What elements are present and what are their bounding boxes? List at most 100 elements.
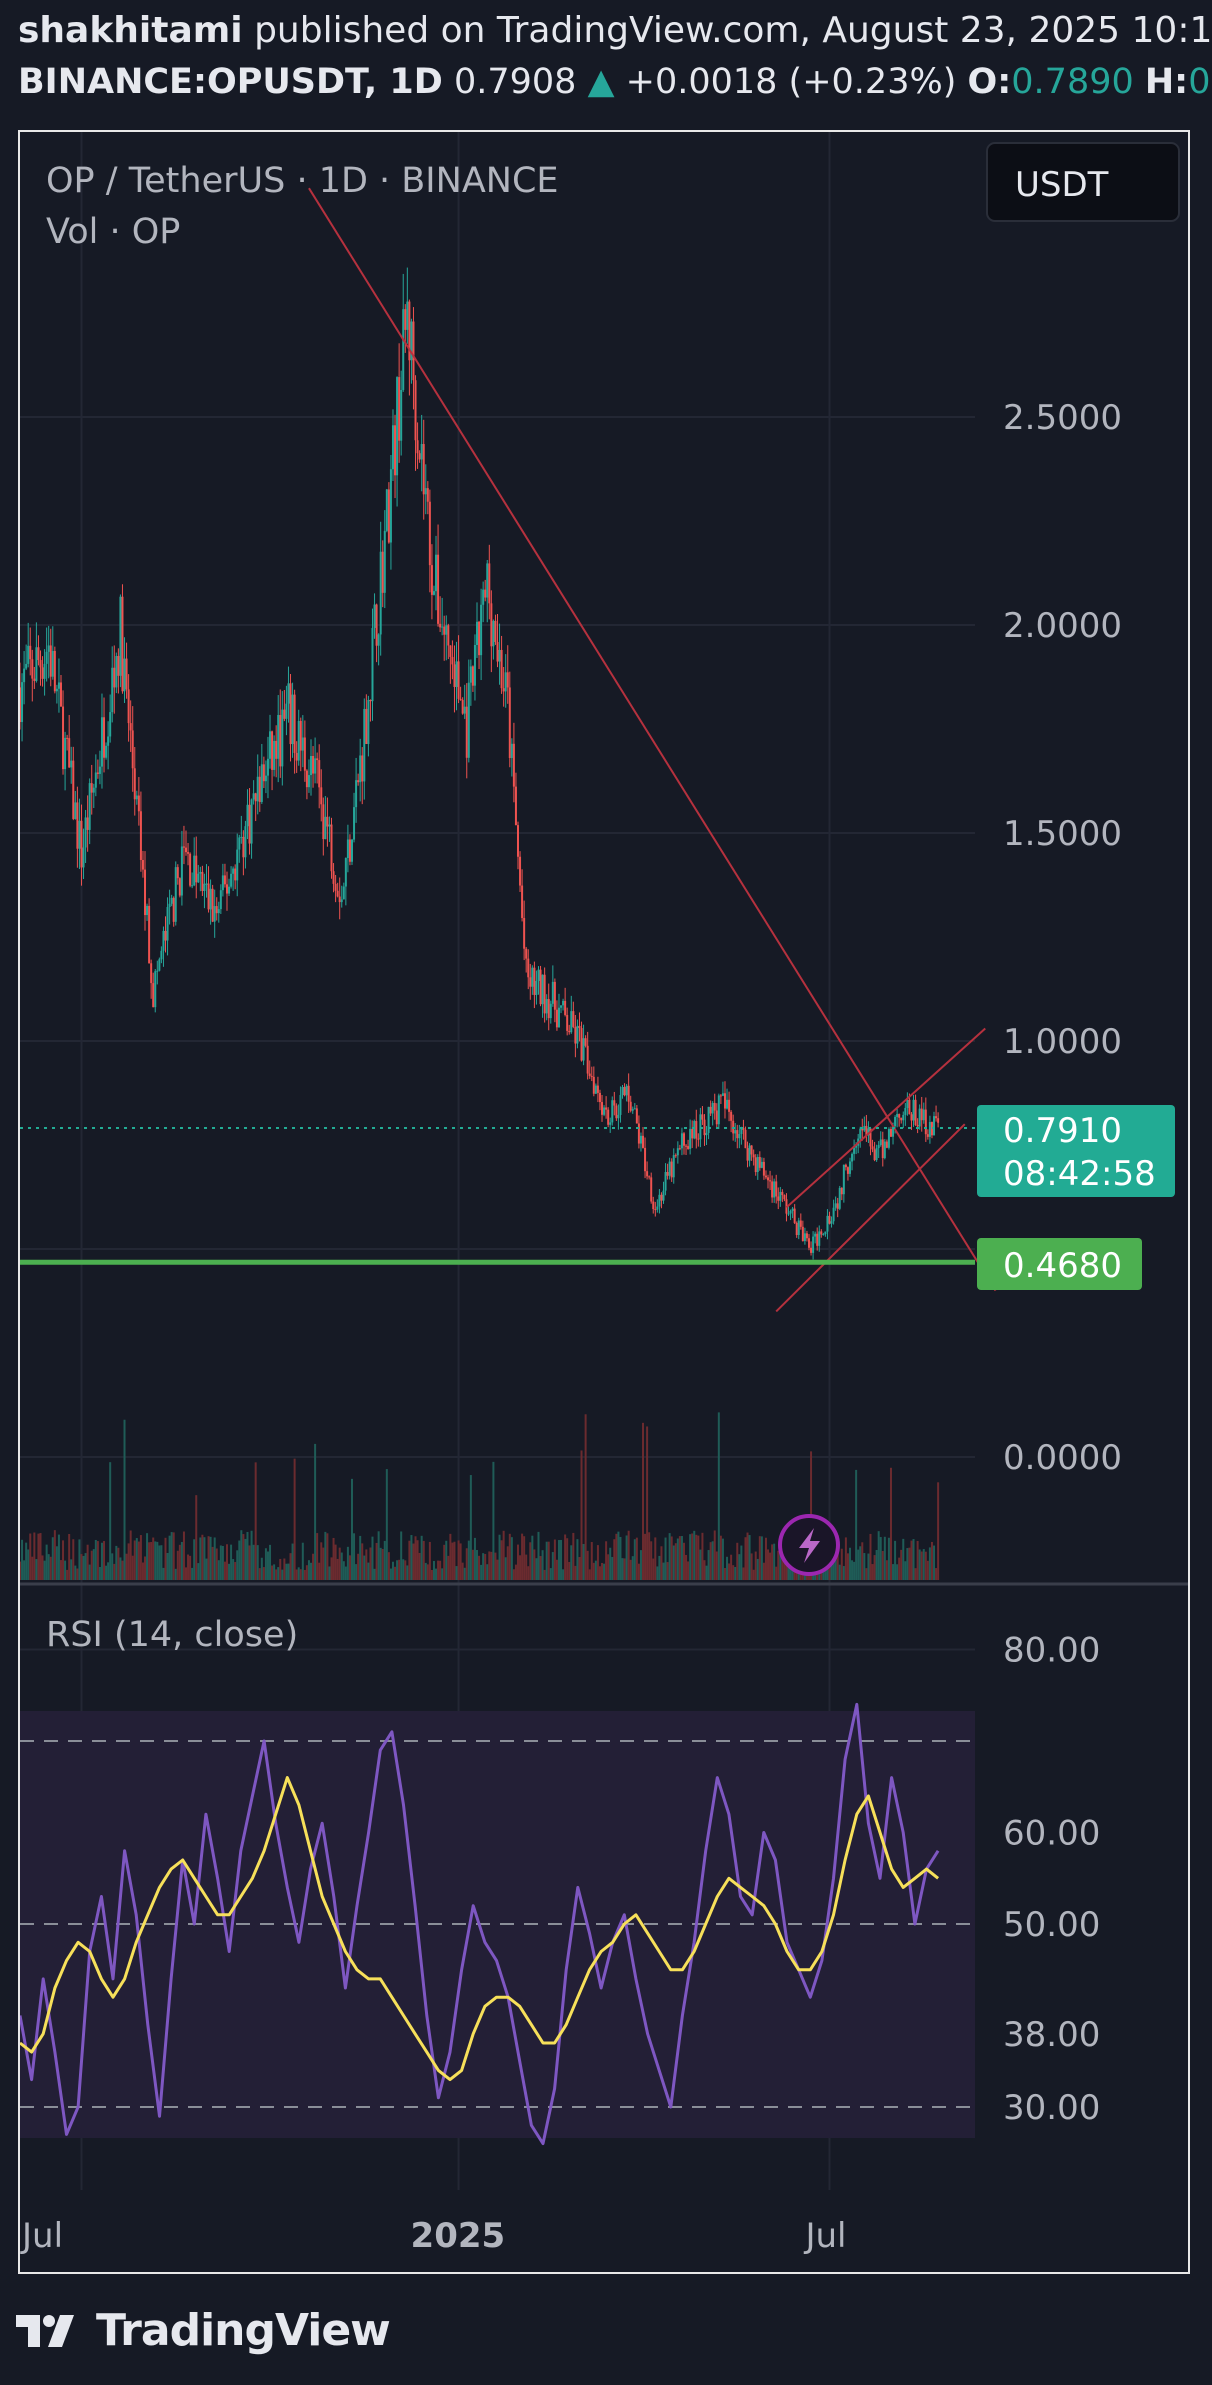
- candle-body: [449, 645, 452, 657]
- volume-bar: [307, 1560, 310, 1580]
- volume-bar: [656, 1566, 659, 1580]
- volume-bar: [326, 1533, 329, 1580]
- volume-bar: [113, 1563, 116, 1580]
- brand-name: TradingView: [96, 2305, 391, 2356]
- currency-button[interactable]: USDT: [986, 142, 1180, 222]
- volume-bar: [435, 1568, 438, 1580]
- volume-bar: [412, 1543, 415, 1580]
- volume-bar: [148, 1542, 151, 1580]
- candle-body: [764, 1175, 767, 1178]
- candle-body: [805, 1233, 808, 1239]
- candle-body: [166, 907, 169, 941]
- volume-bar: [672, 1545, 675, 1580]
- volume-bar: [467, 1540, 470, 1580]
- candle-body: [871, 1146, 874, 1150]
- candle-body: [685, 1145, 688, 1147]
- volume-bar: [250, 1530, 253, 1580]
- volume-bar: [55, 1546, 58, 1580]
- candle-body: [719, 1095, 722, 1097]
- candle-body: [533, 967, 536, 995]
- volume-bar: [726, 1556, 729, 1580]
- candle-body: [29, 645, 32, 660]
- candle-body: [182, 846, 185, 848]
- volume-bar: [682, 1542, 685, 1580]
- candle-body: [564, 1000, 567, 1015]
- volume-bar: [443, 1544, 446, 1580]
- volume-bar: [779, 1552, 782, 1580]
- candle-body: [676, 1148, 679, 1156]
- candle-body: [314, 758, 317, 774]
- volume-bar: [168, 1535, 171, 1580]
- candle-body: [469, 666, 472, 683]
- volume-bar: [269, 1544, 272, 1580]
- volume-bar: [889, 1467, 892, 1580]
- candle-body: [201, 871, 204, 891]
- candle-body: [174, 867, 177, 922]
- candle-body: [125, 658, 128, 690]
- volume-bar: [310, 1562, 313, 1580]
- volume-bar: [764, 1537, 767, 1580]
- candle-body: [625, 1085, 628, 1096]
- candle-body: [76, 802, 79, 849]
- candle-body: [750, 1145, 753, 1155]
- candle-body: [840, 1187, 843, 1195]
- candle-body: [443, 626, 446, 635]
- volume-bar: [338, 1547, 341, 1580]
- volume-bar: [301, 1542, 304, 1580]
- volume-bar: [830, 1560, 833, 1580]
- publish-info: shakhitami published on TradingView.com,…: [18, 10, 1212, 51]
- volume-bar: [525, 1554, 528, 1580]
- candle-body: [230, 873, 233, 887]
- lightning-icon[interactable]: [778, 1514, 840, 1576]
- candle-body: [47, 645, 50, 652]
- volume-bar: [535, 1558, 538, 1580]
- volume-bar: [453, 1541, 456, 1580]
- volume-bar: [912, 1539, 915, 1580]
- volume-bar: [172, 1532, 175, 1580]
- volume-bar: [320, 1542, 323, 1580]
- candle-body: [926, 1134, 929, 1137]
- candle-body: [726, 1099, 729, 1109]
- y-axis-label: 0.0000: [1003, 1438, 1122, 1478]
- candle-body: [762, 1161, 765, 1176]
- volume-bar: [439, 1560, 442, 1580]
- candle-body: [107, 736, 110, 746]
- candle-body: [910, 1114, 913, 1121]
- volume-bar: [391, 1561, 394, 1580]
- volume-bar: [480, 1564, 483, 1580]
- volume-bar: [691, 1533, 694, 1580]
- volume-bar: [660, 1546, 663, 1580]
- candle-body: [100, 717, 103, 767]
- volume-bar: [420, 1535, 423, 1580]
- candle-body: [199, 871, 202, 874]
- volume-bar: [385, 1469, 388, 1580]
- current-price-tag: 0.7910 08:42:58: [977, 1105, 1175, 1197]
- author-name: shakhitami: [18, 10, 243, 51]
- candle-body: [59, 682, 62, 707]
- volume-bar: [916, 1540, 919, 1580]
- volume-bar: [584, 1414, 587, 1580]
- candle-body: [303, 737, 306, 771]
- candle-body: [396, 377, 399, 476]
- volume-bar: [156, 1541, 159, 1580]
- candle-body: [516, 825, 519, 857]
- candle-body: [184, 847, 187, 853]
- candle-body: [35, 647, 38, 681]
- volume-bar: [357, 1553, 360, 1580]
- candle-body: [754, 1157, 757, 1173]
- candle-body: [760, 1161, 763, 1168]
- volume-bar: [234, 1562, 237, 1580]
- candle-body: [896, 1114, 899, 1117]
- candle-body: [139, 811, 142, 860]
- candle-body: [709, 1106, 712, 1114]
- volume-bar: [594, 1560, 597, 1580]
- trendline-channel-lower: [775, 1123, 966, 1313]
- volume-bar: [748, 1535, 751, 1580]
- candle-body: [49, 645, 52, 677]
- candle-body: [799, 1220, 802, 1227]
- candle-body: [465, 706, 468, 758]
- volume-bar: [213, 1537, 216, 1580]
- volume-bar: [930, 1541, 933, 1580]
- rsi-series: [20, 1702, 975, 2146]
